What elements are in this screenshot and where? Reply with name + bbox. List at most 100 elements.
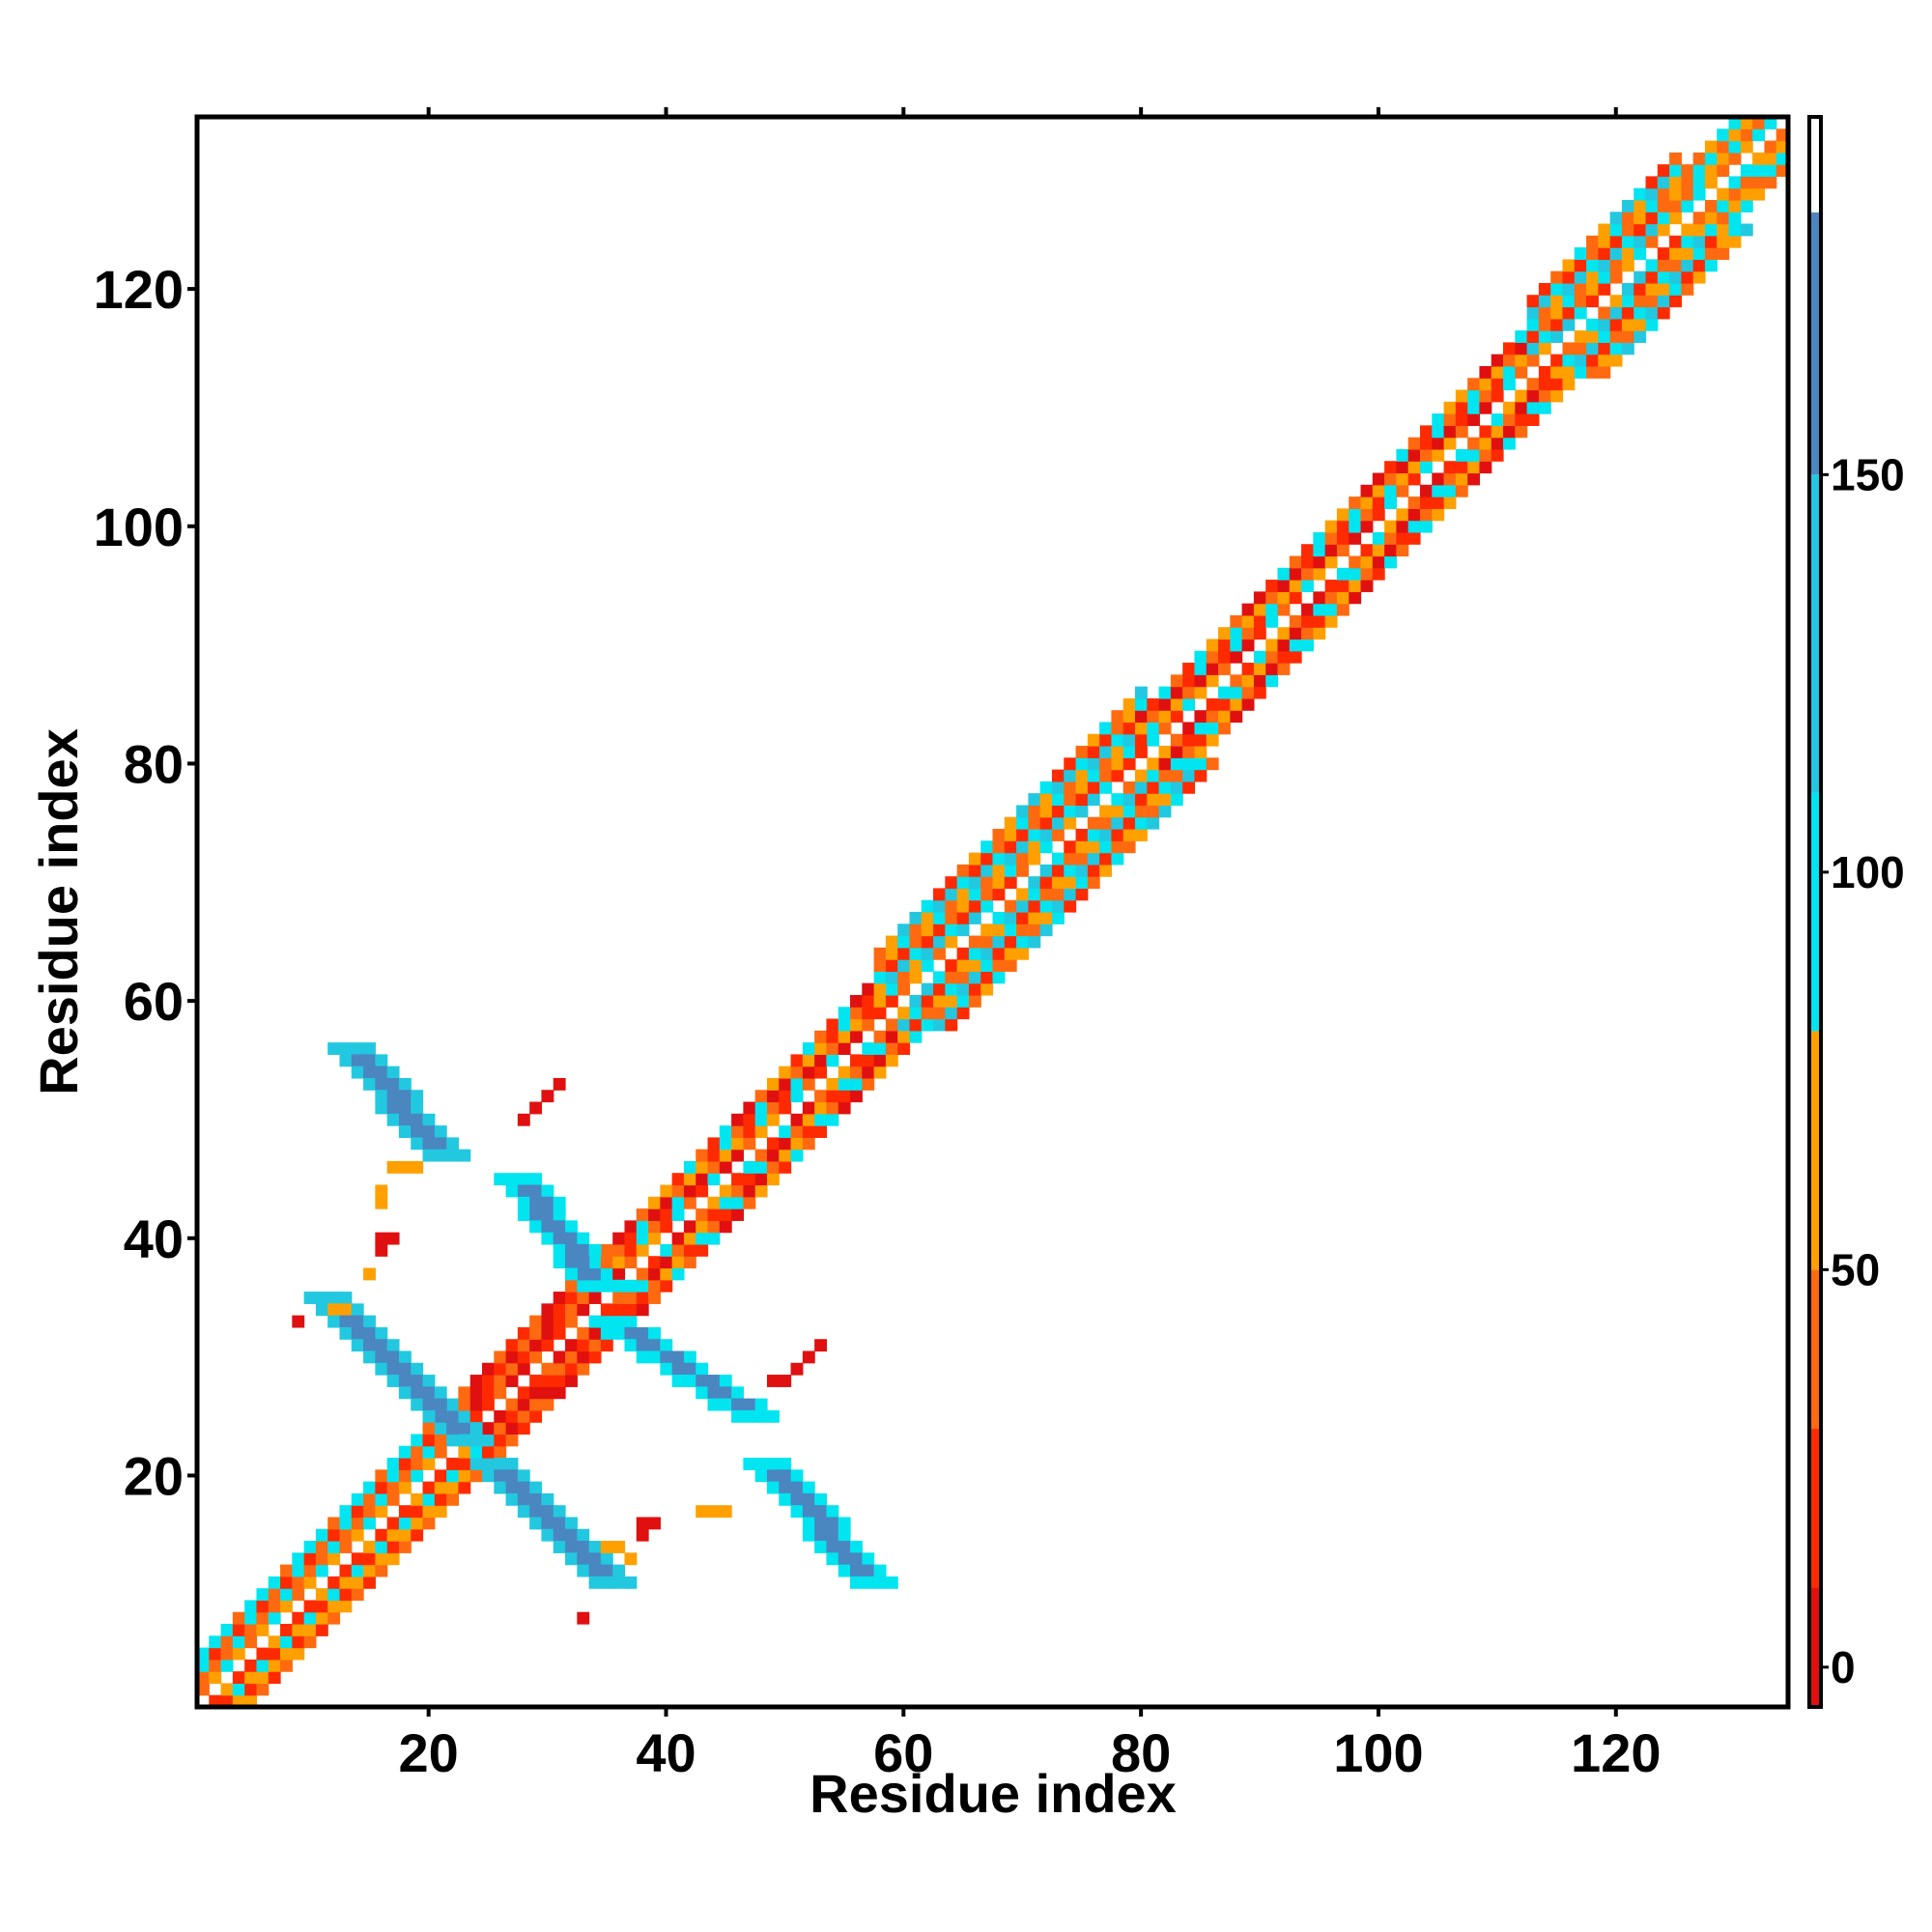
heatmap-cell: [956, 947, 970, 960]
heatmap-cell: [1681, 164, 1694, 178]
heatmap-cell: [1609, 306, 1623, 320]
heatmap-cell: [398, 1090, 412, 1103]
heatmap-cell: [517, 1173, 530, 1186]
heatmap-cell: [268, 1635, 281, 1649]
heatmap-cell: [980, 876, 994, 890]
heatmap-cell: [945, 876, 958, 890]
heatmap-cell: [1634, 212, 1647, 225]
heatmap-cell: [1574, 295, 1587, 308]
heatmap-cell: [339, 1505, 353, 1519]
heatmap-cell: [743, 1173, 756, 1186]
heatmap-cell: [1122, 805, 1136, 818]
heatmap-cell: [885, 1042, 898, 1055]
heatmap-cell: [434, 1398, 447, 1411]
heatmap-cell: [577, 1326, 590, 1340]
heatmap-cell: [1479, 461, 1492, 474]
heatmap-cell: [327, 1552, 341, 1566]
heatmap-cell: [1407, 437, 1421, 450]
heatmap-cell: [1586, 365, 1599, 379]
heatmap-cell: [1134, 769, 1148, 782]
heatmap-cell: [529, 1409, 543, 1423]
heatmap-cell: [600, 1256, 613, 1269]
heatmap-cell: [683, 1375, 696, 1387]
heatmap-cell: [1574, 282, 1587, 296]
heatmap-cell: [1016, 888, 1029, 901]
heatmap-cell: [1621, 212, 1634, 225]
heatmap-cell: [885, 1054, 898, 1067]
heatmap-cell: [1289, 591, 1302, 605]
heatmap-cell: [719, 1160, 732, 1174]
heatmap-cell: [1681, 235, 1694, 248]
heatmap-cell: [529, 1386, 543, 1400]
heatmap-cell: [1562, 259, 1576, 272]
heatmap-cell: [1384, 544, 1397, 557]
heatmap-cell: [1562, 306, 1576, 320]
heatmap-cell: [565, 1292, 578, 1304]
heatmap-cell: [1657, 259, 1670, 272]
heatmap-cell: [256, 1647, 270, 1661]
heatmap-cell: [1491, 378, 1504, 391]
heatmap-cell: [1039, 912, 1053, 924]
heatmap-cell: [375, 1481, 388, 1494]
heatmap-cell: [541, 1184, 554, 1198]
heatmap-cell: [494, 1445, 507, 1459]
heatmap-cell: [600, 1326, 613, 1340]
heatmap-cell: [885, 947, 898, 960]
heatmap-cell: [1704, 199, 1718, 213]
heatmap-cell: [565, 1350, 578, 1364]
heatmap-cell: [292, 1552, 305, 1566]
heatmap-cell: [1598, 342, 1611, 355]
heatmap-cell: [458, 1434, 471, 1447]
heatmap-cell: [1147, 816, 1160, 830]
heatmap-cell: [1289, 555, 1302, 569]
heatmap-cell: [1634, 235, 1647, 248]
heatmap-cell: [921, 899, 934, 913]
heatmap-cell: [897, 1030, 911, 1043]
heatmap-cell: [1087, 816, 1100, 830]
heatmap-cell: [1526, 306, 1540, 320]
heatmap-cell: [1277, 663, 1291, 675]
heatmap-cell: [826, 1030, 839, 1043]
heatmap-cell: [1645, 235, 1659, 248]
heatmap-cell: [1253, 650, 1266, 664]
colorbar-band: [1809, 212, 1821, 475]
heatmap-cell: [1218, 722, 1231, 735]
heatmap-cell: [1562, 342, 1576, 355]
heatmap-cell: [292, 1611, 305, 1625]
heatmap-cell: [814, 1090, 828, 1103]
heatmap-cell: [636, 1232, 649, 1245]
heatmap-cell: [505, 1339, 519, 1352]
heatmap-cell: [588, 1541, 602, 1553]
heatmap-cell: [1586, 295, 1599, 308]
heatmap-cell: [363, 1077, 376, 1091]
heatmap-cell: [327, 1528, 341, 1542]
heatmap-cell: [671, 1350, 685, 1364]
heatmap-cell: [636, 1220, 649, 1234]
heatmap-cell: [743, 1101, 756, 1115]
heatmap-cell: [1336, 567, 1350, 581]
colorbar-band: [1809, 1428, 1821, 1588]
heatmap-cell: [1503, 378, 1516, 391]
heatmap-cell: [1609, 354, 1623, 367]
heatmap-cell: [1609, 270, 1623, 284]
heatmap-cell: [838, 1541, 851, 1553]
heatmap-cell: [541, 1492, 554, 1506]
heatmap-cell: [1443, 484, 1457, 497]
heatmap-cell: [1099, 816, 1113, 830]
heatmap-cell: [1028, 888, 1041, 901]
heatmap-cell: [1158, 710, 1172, 724]
heatmap-cell: [648, 1267, 661, 1281]
y-tick-label: 20: [124, 1445, 184, 1506]
heatmap-cell: [386, 1065, 400, 1079]
heatmap-cell: [1158, 769, 1172, 782]
heatmap-cell: [469, 1409, 483, 1423]
heatmap-cell: [826, 1018, 839, 1032]
heatmap-cell: [1550, 270, 1564, 284]
heatmap-cell: [1064, 781, 1077, 794]
heatmap-cell: [779, 1077, 792, 1091]
heatmap-cell: [1099, 829, 1113, 841]
heatmap-cell: [517, 1409, 530, 1423]
heatmap-cell: [1134, 710, 1148, 724]
heatmap-cell: [1051, 852, 1065, 866]
heatmap-cell: [565, 1528, 578, 1542]
